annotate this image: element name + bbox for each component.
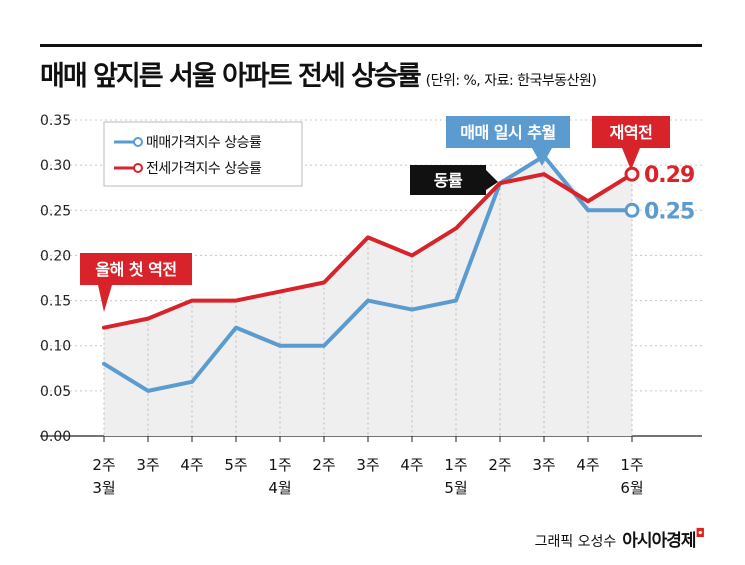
chart-subtitle: (단위: %, 자료: 한국부동산원) <box>425 73 597 89</box>
x-tick-label: 2주 <box>312 456 335 474</box>
y-tick-label: 0.35 <box>40 113 71 129</box>
callout-first-reversal-box <box>80 253 192 285</box>
x-tick-month-label: 4월 <box>268 479 291 497</box>
callout-sale-overtake-box <box>446 116 570 148</box>
y-tick-label: 0.15 <box>40 294 71 310</box>
x-tick-month-label: 6월 <box>620 479 643 497</box>
y-tick-label: 0.20 <box>40 248 71 264</box>
callout-tie-box <box>410 165 486 195</box>
callout-re-reversal-label: 재역전 <box>610 123 653 142</box>
brand-mark-icon: ◘ <box>695 526 706 540</box>
x-tick-label: 3주 <box>356 456 379 474</box>
legend-marker <box>133 163 143 173</box>
x-tick-label: 1주 <box>444 456 467 474</box>
x-tick-label: 1주 <box>620 456 643 474</box>
x-tick-month-label: 5월 <box>444 479 467 497</box>
y-tick-label: 0.10 <box>40 339 71 355</box>
brand-logo: 아시아경제 <box>622 531 696 551</box>
x-tick-label: 1주 <box>268 456 291 474</box>
callout-first-reversal-tail <box>98 285 112 312</box>
y-tick-label: 0.30 <box>40 158 71 174</box>
end-label-jeonse: 0.29 <box>644 163 694 188</box>
top-rule <box>40 44 702 47</box>
end-label-sale: 0.25 <box>644 199 694 224</box>
legend-label-jeonse: 전세가격지수 상승률 <box>146 161 262 177</box>
y-tick-label: 0.25 <box>40 203 71 219</box>
callout-re-reversal-box <box>592 116 670 148</box>
callout-sale-overtake-label: 매매 일시 추월 <box>460 123 555 142</box>
x-tick-label: 2주 <box>92 456 115 474</box>
callout-re-reversal-tail <box>622 148 640 170</box>
callout-tie-label: 동률 <box>434 171 463 190</box>
x-tick-label: 5주 <box>224 456 247 474</box>
callout-tie-tail <box>486 170 498 190</box>
y-tick-label: 0.00 <box>40 429 71 445</box>
x-tick-label: 4주 <box>180 456 203 474</box>
end-marker-jeonse <box>624 166 640 182</box>
legend-box <box>103 121 303 187</box>
graphic-credit: 그래픽 오성수 <box>534 534 617 550</box>
x-tick-label: 4주 <box>400 456 423 474</box>
x-tick-label: 2주 <box>488 456 511 474</box>
callout-first-reversal-label: 올해 첫 역전 <box>95 260 176 279</box>
credit-line: 그래픽 오성수 아시아경제◘ <box>535 526 705 551</box>
legend-label-sale: 매매가격지수 상승률 <box>146 135 262 151</box>
series-line-jeonse <box>102 172 634 330</box>
y-tick-label: 0.05 <box>40 384 71 400</box>
callout-sale-overtake-tail <box>532 148 552 166</box>
end-marker-sale <box>624 202 640 218</box>
x-tick-label: 4주 <box>576 456 599 474</box>
x-tick-label: 3주 <box>532 456 555 474</box>
legend-marker <box>133 137 143 147</box>
x-tick-month-label: 3월 <box>92 479 115 497</box>
x-tick-label: 3주 <box>136 456 159 474</box>
chart-header: 매매 앞지른 서울 아파트 전세 상승률 (단위: %, 자료: 한국부동산원) <box>40 54 597 93</box>
chart-title: 매매 앞지른 서울 아파트 전세 상승률 <box>40 61 422 92</box>
